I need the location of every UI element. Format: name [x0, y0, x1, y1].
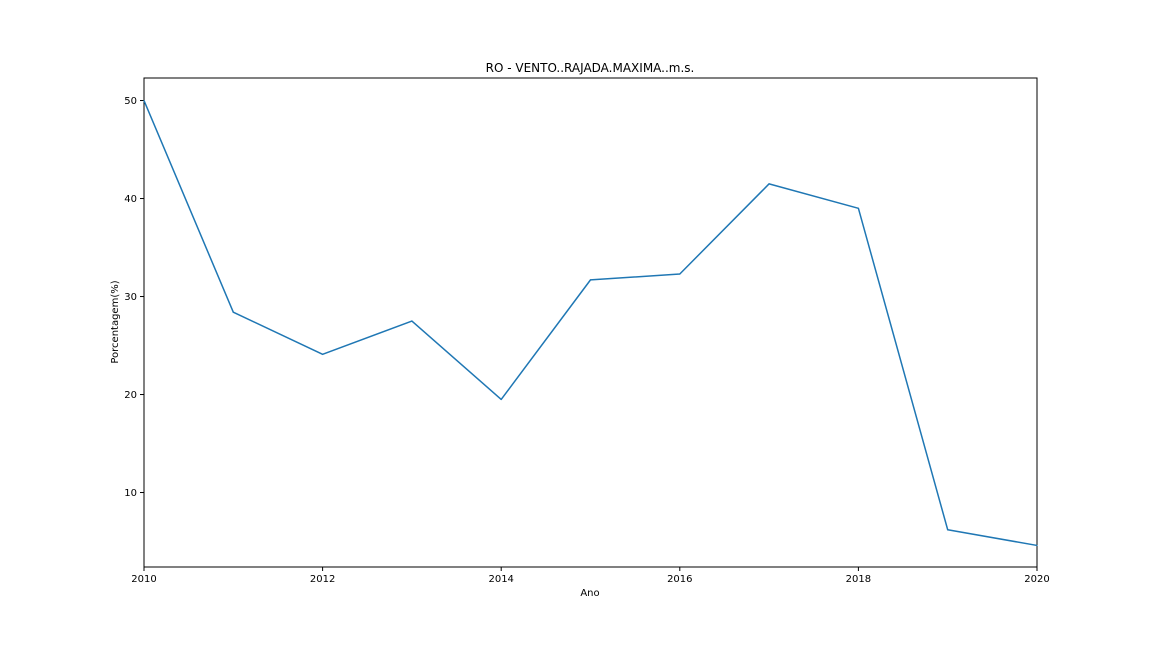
y-tick-label: 50 — [124, 96, 137, 107]
y-tick-label: 10 — [124, 488, 137, 499]
x-tick-label: 2020 — [1024, 574, 1049, 585]
data-point — [947, 529, 949, 531]
data-point — [500, 398, 502, 401]
data-point — [589, 279, 592, 281]
y-axis-title: Porcentagem(%) — [110, 280, 121, 363]
data-point — [768, 183, 770, 185]
x-axis-title: Ano — [580, 588, 599, 599]
chart-title: RO - VENTO..RAJADA.MAXIMA..m.s. — [486, 61, 695, 75]
data-point — [1036, 544, 1038, 547]
series-layer — [143, 99, 1038, 547]
data-point — [232, 311, 234, 313]
series-line — [143, 100, 1038, 547]
data-point — [322, 353, 324, 355]
plot-area — [143, 77, 1038, 568]
x-tick-label: 2018 — [846, 574, 871, 585]
y-tick-label: 20 — [124, 390, 137, 401]
x-tick-label: 2010 — [131, 574, 156, 585]
y-tick-label: 40 — [124, 194, 137, 205]
x-tick-label: 2016 — [667, 574, 692, 585]
data-point — [857, 207, 860, 209]
y-tick-label: 30 — [124, 292, 137, 303]
data-point — [411, 320, 413, 322]
x-axis: 2010 2012 2014 2016 2018 2020 — [131, 567, 1050, 585]
x-tick-label: 2014 — [488, 574, 513, 585]
x-tick-label: 2012 — [310, 574, 335, 585]
plot-frame — [143, 77, 1038, 568]
data-point — [143, 99, 145, 102]
data-point — [679, 273, 681, 275]
y-axis: 10 20 30 40 50 — [124, 96, 144, 499]
